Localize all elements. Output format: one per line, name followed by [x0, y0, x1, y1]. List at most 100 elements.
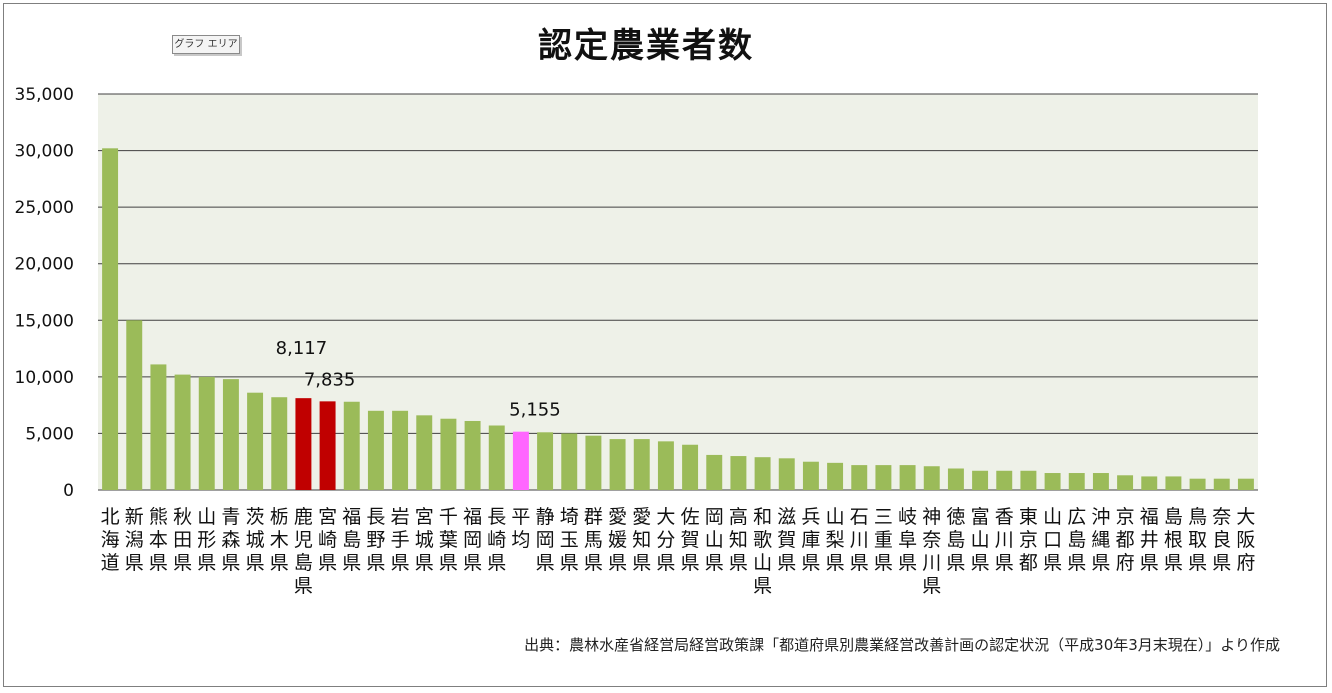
x-tick-label: 島根県 [1164, 506, 1183, 574]
x-tick-label: 岐阜県 [898, 506, 917, 574]
bar [585, 435, 602, 490]
x-tick-label: 徳島県 [946, 506, 965, 574]
x-tick-label: 広島県 [1067, 506, 1086, 574]
bar [126, 320, 143, 490]
x-tick-label: 埼玉県 [560, 506, 579, 574]
bar [392, 410, 409, 490]
x-tick-label: 宮城県 [415, 506, 434, 574]
x-tick-label: 愛知県 [632, 506, 651, 574]
x-tick-label: 静岡県 [536, 506, 555, 574]
bar [899, 465, 916, 490]
x-tick-label: 岩手県 [391, 506, 410, 574]
data-label: 7,835 [304, 369, 356, 390]
bar [488, 425, 505, 490]
bar [1213, 478, 1230, 490]
x-tick-label: 愛媛県 [608, 506, 627, 574]
x-tick-label: 新潟県 [125, 506, 144, 574]
x-tick-label: 大分県 [656, 506, 675, 574]
y-tick-label: 5,000 [25, 424, 74, 444]
x-tick-label: 山口県 [1043, 506, 1062, 574]
x-tick-label: 千葉県 [439, 506, 458, 574]
bar [1117, 475, 1134, 490]
x-tick-label: 栃木県 [270, 506, 289, 574]
x-tick-label: 山梨県 [826, 506, 845, 574]
bar [802, 461, 819, 490]
x-tick-label: 茨城県 [246, 506, 265, 574]
bar [440, 418, 457, 490]
x-tick-label: 高知県 [729, 506, 748, 574]
x-tick-label: 滋賀県 [777, 506, 796, 574]
x-tick-label: 宮崎県 [318, 506, 337, 574]
bar [730, 456, 747, 490]
bar [416, 415, 433, 490]
bar [851, 465, 868, 490]
bar [537, 432, 554, 490]
x-tick-label: 山形県 [197, 506, 216, 574]
bar [1237, 478, 1254, 490]
x-tick-label: 兵庫県 [801, 506, 820, 574]
bar [561, 433, 578, 490]
plot-area [98, 94, 1258, 490]
bar [343, 401, 360, 490]
bar [947, 468, 964, 490]
bar [1092, 473, 1109, 490]
data-label: 8,117 [276, 338, 328, 359]
chart-area-label: グラフ エリア [172, 35, 240, 54]
y-tick-label: 15,000 [15, 311, 74, 331]
bar [996, 470, 1013, 490]
x-tick-label: 大阪府 [1236, 506, 1255, 574]
x-tick-label: 群馬県 [584, 506, 603, 574]
x-tick-label: 鳥取県 [1188, 506, 1207, 574]
x-tick-label: 沖縄県 [1091, 506, 1110, 574]
bar [827, 462, 844, 490]
x-tick-label: 東京都 [1019, 506, 1038, 574]
x-tick-label: 長野県 [366, 506, 385, 574]
bar [633, 439, 650, 490]
bar [198, 376, 215, 490]
bar [1044, 473, 1061, 490]
bar [778, 458, 795, 490]
bar [174, 374, 191, 490]
bar [706, 454, 723, 490]
bar [319, 401, 336, 490]
bar [609, 439, 626, 490]
bar [1141, 476, 1158, 490]
bar [150, 364, 167, 490]
y-tick-label: 35,000 [15, 85, 74, 105]
bar [102, 148, 119, 490]
bar [682, 444, 699, 490]
y-tick-label: 0 [63, 481, 74, 501]
bar [1165, 476, 1182, 490]
x-tick-label: 神奈川県 [922, 506, 941, 597]
bar [464, 420, 481, 490]
x-tick-label: 熊本県 [149, 506, 168, 574]
x-tick-label: 青森県 [221, 506, 240, 574]
bar [1068, 473, 1085, 490]
bar [247, 392, 264, 490]
x-tick-label: 福井県 [1140, 506, 1159, 574]
data-label: 5,155 [509, 400, 561, 421]
x-tick-label: 奈良県 [1212, 506, 1231, 574]
bar [875, 465, 892, 490]
x-tick-label: 秋田県 [173, 506, 192, 574]
source-note: 出典：農林水産省経営局経営政策課「都道府県別農業経営改善計画の認定状況（平成30… [524, 636, 1280, 654]
chart-title: 認定農業者数 [538, 26, 754, 66]
bar [295, 398, 312, 490]
y-tick-label: 25,000 [15, 198, 74, 218]
y-tick-label: 10,000 [15, 368, 74, 388]
x-tick-label: 鹿児島県 [294, 506, 313, 597]
bar [271, 397, 288, 490]
bar [657, 441, 674, 490]
x-tick-label: 佐賀県 [681, 506, 700, 574]
bar [1189, 478, 1206, 490]
x-tick-label: 富山県 [971, 506, 990, 574]
bar [754, 457, 771, 490]
x-tick-label: 香川県 [995, 506, 1014, 574]
x-tick-label: 三重県 [874, 506, 893, 574]
x-tick-label: 平均 [511, 506, 530, 551]
bar [367, 410, 384, 490]
bar [923, 466, 940, 490]
y-tick-label: 30,000 [15, 142, 74, 162]
x-tick-label: 長崎県 [487, 506, 506, 574]
